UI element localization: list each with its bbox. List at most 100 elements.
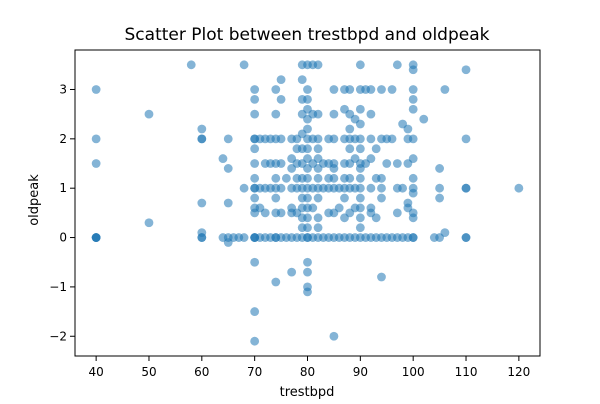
scatter-point [276, 75, 286, 85]
scatter-point [345, 124, 355, 134]
scatter-point [91, 85, 101, 94]
x-tick-label: 40 [88, 365, 103, 379]
scatter-point [239, 183, 249, 193]
y-tick-label: 0 [59, 231, 67, 245]
scatter-point [250, 144, 260, 154]
scatter-point [313, 134, 323, 144]
scatter-point [408, 65, 418, 75]
scatter-point [276, 134, 286, 144]
scatter-point [197, 124, 207, 134]
scatter-point [366, 134, 376, 144]
scatter-point [366, 109, 376, 119]
y-tick-label: 3 [59, 82, 67, 96]
scatter-point [329, 109, 339, 119]
scatter-point [250, 94, 260, 104]
scatter-point [303, 94, 312, 104]
scatter-point [355, 183, 365, 193]
scatter-point [408, 173, 418, 183]
scatter-point [355, 213, 365, 223]
axes-layer: 40 50 60 70 80 90 100 110 120 −2 −1 0 1 2 3 [49, 49, 541, 379]
scatter-point [408, 134, 418, 144]
scatter-point [355, 193, 365, 203]
scatter-point [398, 183, 408, 193]
scatter-point [329, 331, 339, 341]
x-tick-label: 50 [141, 365, 156, 379]
scatter-point [329, 85, 339, 94]
scatter-point [303, 173, 312, 183]
scatter-point [287, 267, 297, 277]
scatter-point [355, 134, 365, 144]
scatter-point [250, 336, 260, 346]
scatter-point [355, 223, 365, 233]
scatter-point [403, 124, 413, 134]
scatter-point [377, 183, 386, 193]
scatter-point [313, 109, 323, 119]
scatter-point [392, 159, 402, 168]
x-tick-label: 70 [247, 365, 262, 379]
scatter-point [377, 272, 386, 282]
scatter-point [408, 85, 418, 94]
scatter-point [271, 193, 281, 203]
scatter-point [355, 119, 365, 129]
scatter-point [313, 173, 323, 183]
scatter-point [355, 173, 365, 183]
y-tick-label: 2 [59, 132, 67, 146]
scatter-point [366, 183, 376, 193]
scatter-point [308, 203, 318, 213]
scatter-point [271, 277, 281, 287]
scatter-point [355, 144, 365, 154]
scatter-point [345, 173, 355, 183]
scatter-point [461, 233, 471, 242]
scatter-point [297, 75, 307, 85]
scatter-point [250, 159, 260, 168]
y-tick-label: −1 [49, 280, 67, 294]
scatter-point [250, 85, 260, 94]
scatter-point [313, 213, 323, 223]
x-tick-label: 60 [194, 365, 209, 379]
scatter-point [514, 183, 524, 193]
scatter-point [440, 85, 450, 94]
x-tick-label: 110 [455, 365, 478, 379]
scatter-point [197, 198, 207, 208]
scatter-point [276, 208, 286, 218]
scatter-point [461, 134, 471, 144]
scatter-point [276, 94, 286, 104]
scatter-point [408, 154, 418, 163]
x-tick-label: 100 [402, 365, 425, 379]
scatter-point [461, 65, 471, 75]
scatter-point [387, 134, 397, 144]
scatter-point [313, 223, 323, 233]
y-axis-label: oldpeak [27, 174, 42, 226]
scatter-point [197, 233, 207, 242]
scatter-point [250, 109, 260, 119]
scatter-point [303, 287, 312, 297]
scatter-point [91, 233, 101, 242]
x-tick-label: 120 [507, 365, 530, 379]
scatter-point [313, 60, 323, 70]
scatter-point [303, 223, 312, 233]
scatter-point [392, 60, 402, 70]
scatter-point [218, 154, 228, 163]
scatter-point [313, 144, 323, 154]
scatter-point [303, 213, 312, 223]
scatter-point [186, 60, 196, 70]
chart-title: Scatter Plot between trestbpd and oldpea… [125, 25, 490, 45]
scatter-point [303, 193, 312, 203]
scatter-point [371, 144, 381, 154]
scatter-point [223, 134, 233, 144]
scatter-point [366, 85, 376, 94]
x-tick-label: 80 [300, 365, 315, 379]
scatter-point [271, 109, 281, 119]
scatter-point [303, 267, 312, 277]
scatter-point [250, 307, 260, 316]
scatter-point [340, 193, 349, 203]
y-tick-label: −2 [49, 329, 67, 343]
scatter-point [419, 114, 429, 124]
scatter-point [408, 94, 418, 104]
scatter-point [345, 144, 355, 154]
scatter-point [250, 257, 260, 267]
scatter-point [223, 164, 233, 173]
scatter-point [408, 104, 418, 114]
scatter-point [329, 173, 339, 183]
